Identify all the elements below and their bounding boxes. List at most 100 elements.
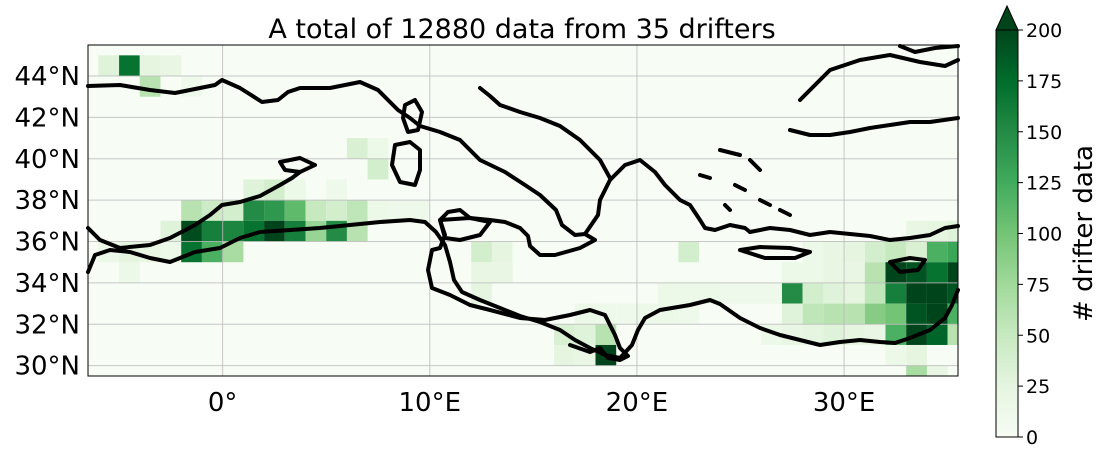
heatmap-cell	[802, 262, 824, 283]
heatmap-cell	[367, 138, 389, 159]
coastline-aegean-islands	[698, 148, 792, 217]
heatmap-cell	[885, 241, 907, 263]
heatmap-cell	[947, 324, 958, 345]
colorbar-tick-label: 0	[1026, 427, 1038, 449]
heatmap-cell	[326, 200, 347, 221]
heatmap-cell	[823, 303, 845, 325]
axis-frame	[87, 44, 959, 377]
heatmap-cell	[947, 303, 958, 325]
colorbar: 0 25 50 75 100 125 150 175 200 # drifter data	[995, 4, 1099, 449]
heatmap-cell	[471, 262, 492, 283]
heatmap-cell	[802, 324, 824, 345]
coastline-levant	[893, 288, 960, 345]
heatmap-cell	[264, 200, 285, 221]
lat-tick-label: 38°N	[14, 186, 80, 216]
heatmap-cell	[554, 344, 575, 366]
heatmap-cell	[181, 200, 202, 221]
heatmap-cell	[678, 241, 700, 263]
coastline-iberia-france-italy	[86, 78, 630, 362]
heatmap-cell	[574, 324, 596, 345]
coastline-crimea	[898, 44, 960, 54]
lat-tick-label: 40°N	[14, 145, 80, 175]
heatmap-cell	[926, 324, 948, 345]
heatmap-cell	[160, 241, 182, 263]
heatmap-cell	[781, 262, 803, 283]
colorbar-tick-label: 175	[1026, 71, 1062, 93]
heatmap-cell	[367, 200, 389, 221]
heatmap-cell	[119, 262, 140, 283]
lat-tick-label: 30°N	[14, 352, 80, 382]
heatmap-cell	[906, 344, 927, 366]
heatmap-cell	[326, 179, 347, 201]
heatmap-cell	[719, 282, 741, 304]
heatmap-cell	[906, 303, 927, 325]
coastline-cyprus	[888, 256, 927, 274]
heatmap-cell	[844, 282, 865, 304]
heatmap-cell	[346, 200, 368, 221]
map-title: A total of 12880 data from 35 drifters	[268, 14, 775, 45]
heatmap-cell	[781, 282, 803, 304]
coastline-crete	[738, 245, 812, 260]
heatmap-cell	[802, 303, 824, 325]
heatmap-cell	[243, 200, 265, 221]
heatmap-cell	[740, 282, 762, 304]
heatmap-cell	[926, 262, 948, 283]
heatmap-cell	[367, 158, 389, 180]
heatmap-cell	[802, 282, 824, 304]
coastline-turkey	[748, 224, 960, 242]
coastline-black-sea	[788, 116, 960, 137]
heatmap-cell	[864, 241, 886, 263]
heatmap-cell	[844, 303, 865, 325]
heatmap-cell	[657, 282, 679, 304]
coastline-balkans	[583, 158, 752, 236]
coastline-sardinia	[390, 140, 422, 187]
lat-tick-label: 32°N	[14, 310, 80, 340]
heatmap-cell	[864, 282, 886, 304]
heatmap-cell	[823, 241, 845, 263]
heatmap-cell	[885, 303, 907, 325]
heatmap-cell	[781, 303, 803, 325]
heatmap-cell	[305, 200, 327, 221]
lon-tick-label: 10°E	[399, 388, 462, 418]
heatmap-cell	[926, 365, 948, 376]
colorbar-tick-label: 200	[1026, 20, 1062, 42]
title-layer: A total of 12880 data from 35 drifters	[268, 14, 775, 45]
tick-labels: 0° 10°E 20°E 30°E 30°N 32°N 34°N 36°N 38°N 40°N 42…	[14, 62, 875, 418]
gridlines	[88, 45, 958, 376]
colorbar-gradient	[996, 30, 1018, 437]
heatmap-cell	[346, 138, 368, 159]
lat-tick-label: 42°N	[14, 103, 80, 133]
heatmap-cell	[222, 241, 244, 263]
coastline-north-east	[798, 53, 960, 102]
coastline-balearic	[278, 156, 317, 174]
lon-tick-label: 0°	[208, 388, 238, 418]
heatmap-cell	[471, 241, 492, 263]
heatmap-cell	[906, 282, 927, 304]
heatmap-cell	[761, 282, 782, 304]
heatmap-cell	[284, 179, 306, 201]
colorbar-tick-label: 75	[1026, 274, 1050, 296]
colorbar-tick-label: 50	[1026, 325, 1050, 347]
heatmap-cell	[678, 282, 700, 304]
heatmap-cell	[388, 200, 410, 221]
heatmap-cell	[98, 55, 120, 77]
heatmap-cell	[885, 262, 907, 283]
heatmap-cell	[284, 200, 306, 221]
lat-tick-label: 44°N	[14, 62, 80, 92]
heatmap-cell	[864, 262, 886, 283]
heatmap-cell	[491, 262, 513, 283]
heatmap-cell	[616, 303, 637, 325]
heatmap-cell	[926, 303, 948, 325]
heatmap-cell	[844, 262, 865, 283]
colorbar-label: # drifter data	[1069, 145, 1099, 322]
heatmap-cell	[906, 365, 927, 376]
heatmap-cell	[491, 241, 513, 263]
heatmap-cell	[409, 200, 430, 221]
heatmap-cell	[823, 324, 845, 345]
heatmap-cell	[305, 220, 327, 242]
heatmap-cell	[885, 282, 907, 304]
heatmap-cell	[864, 303, 886, 325]
heatmap-cell	[160, 55, 182, 77]
